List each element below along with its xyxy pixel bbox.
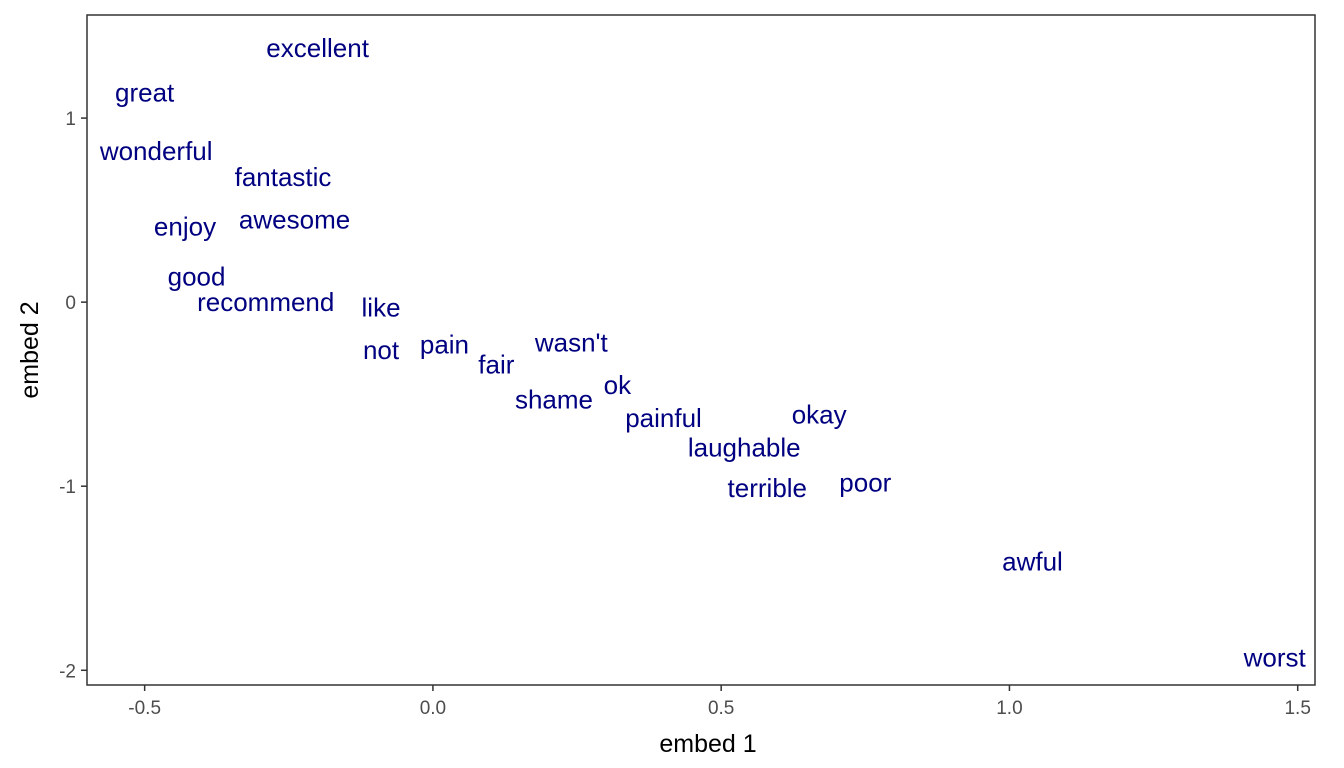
data-point-label: enjoy bbox=[154, 212, 216, 242]
data-point-label: painful bbox=[625, 403, 702, 433]
data-point-label: wonderful bbox=[99, 136, 213, 166]
y-tick-label: -2 bbox=[59, 661, 76, 682]
data-point-label: recommend bbox=[197, 287, 334, 317]
data-point-label: fair bbox=[478, 350, 514, 380]
plot-panel bbox=[86, 14, 1316, 686]
data-point-label: good bbox=[168, 261, 226, 291]
data-point-label: poor bbox=[839, 468, 891, 498]
data-point-label: laughable bbox=[688, 433, 801, 463]
data-point-label: okay bbox=[792, 399, 847, 429]
data-point-label: ok bbox=[604, 370, 632, 400]
data-point-label: fantastic bbox=[235, 162, 332, 192]
data-point-label: like bbox=[362, 293, 401, 323]
y-tick-label: 1 bbox=[65, 109, 76, 130]
word-labels: excellent great wonderful fantastic enjoy awe… bbox=[99, 33, 1307, 672]
data-point-label: not bbox=[363, 335, 400, 365]
x-tick-label: 1.5 bbox=[1284, 698, 1310, 719]
x-axis: -0.5 0.0 0.5 1.0 1.5 bbox=[128, 685, 1311, 719]
x-axis-title: embed 1 bbox=[659, 730, 756, 758]
y-tick-label: -1 bbox=[59, 477, 76, 498]
y-axis-title: embed 2 bbox=[16, 301, 44, 398]
data-point-label: worst bbox=[1243, 642, 1307, 672]
data-point-label: awful bbox=[1002, 547, 1063, 577]
x-tick-label: 1.0 bbox=[996, 698, 1022, 719]
data-point-label: pain bbox=[420, 329, 469, 359]
data-point-label: terrible bbox=[728, 473, 807, 503]
data-point-label: shame bbox=[515, 385, 593, 415]
data-point-label: wasn't bbox=[534, 328, 609, 358]
data-point-label: excellent bbox=[266, 33, 369, 63]
x-tick-label: 0.5 bbox=[708, 698, 734, 719]
y-tick-label: 0 bbox=[65, 293, 76, 314]
data-point-label: great bbox=[115, 77, 175, 107]
x-tick-label: -0.5 bbox=[128, 698, 161, 719]
x-tick-label: 0.0 bbox=[420, 698, 446, 719]
y-axis: 1 0 -1 -2 bbox=[59, 109, 87, 682]
data-point-label: awesome bbox=[239, 204, 350, 234]
